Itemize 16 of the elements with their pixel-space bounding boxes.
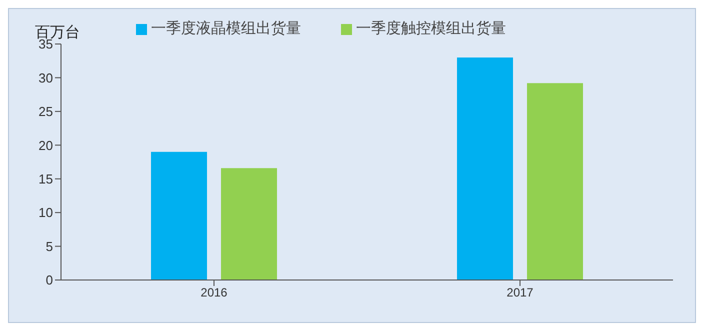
bar (221, 168, 277, 280)
y-tick-label: 15 (38, 171, 53, 186)
y-tick-label: 0 (46, 272, 53, 288)
y-tick-label: 30 (38, 70, 53, 86)
x-tick-label: 2017 (506, 286, 534, 300)
y-tick-label: 10 (38, 205, 53, 220)
bar (151, 152, 207, 280)
y-tick-label: 5 (46, 238, 53, 254)
x-tick-label: 2016 (200, 286, 228, 300)
y-tick-label: 20 (38, 138, 53, 153)
bar (527, 83, 583, 280)
y-tick-label: 25 (38, 104, 53, 120)
y-axis-title: 百万台 (35, 23, 80, 41)
bar (457, 57, 513, 280)
legend-label: 一季度触控模组出货量 (356, 20, 506, 37)
legend-label: 一季度液晶模组出货量 (151, 20, 301, 37)
